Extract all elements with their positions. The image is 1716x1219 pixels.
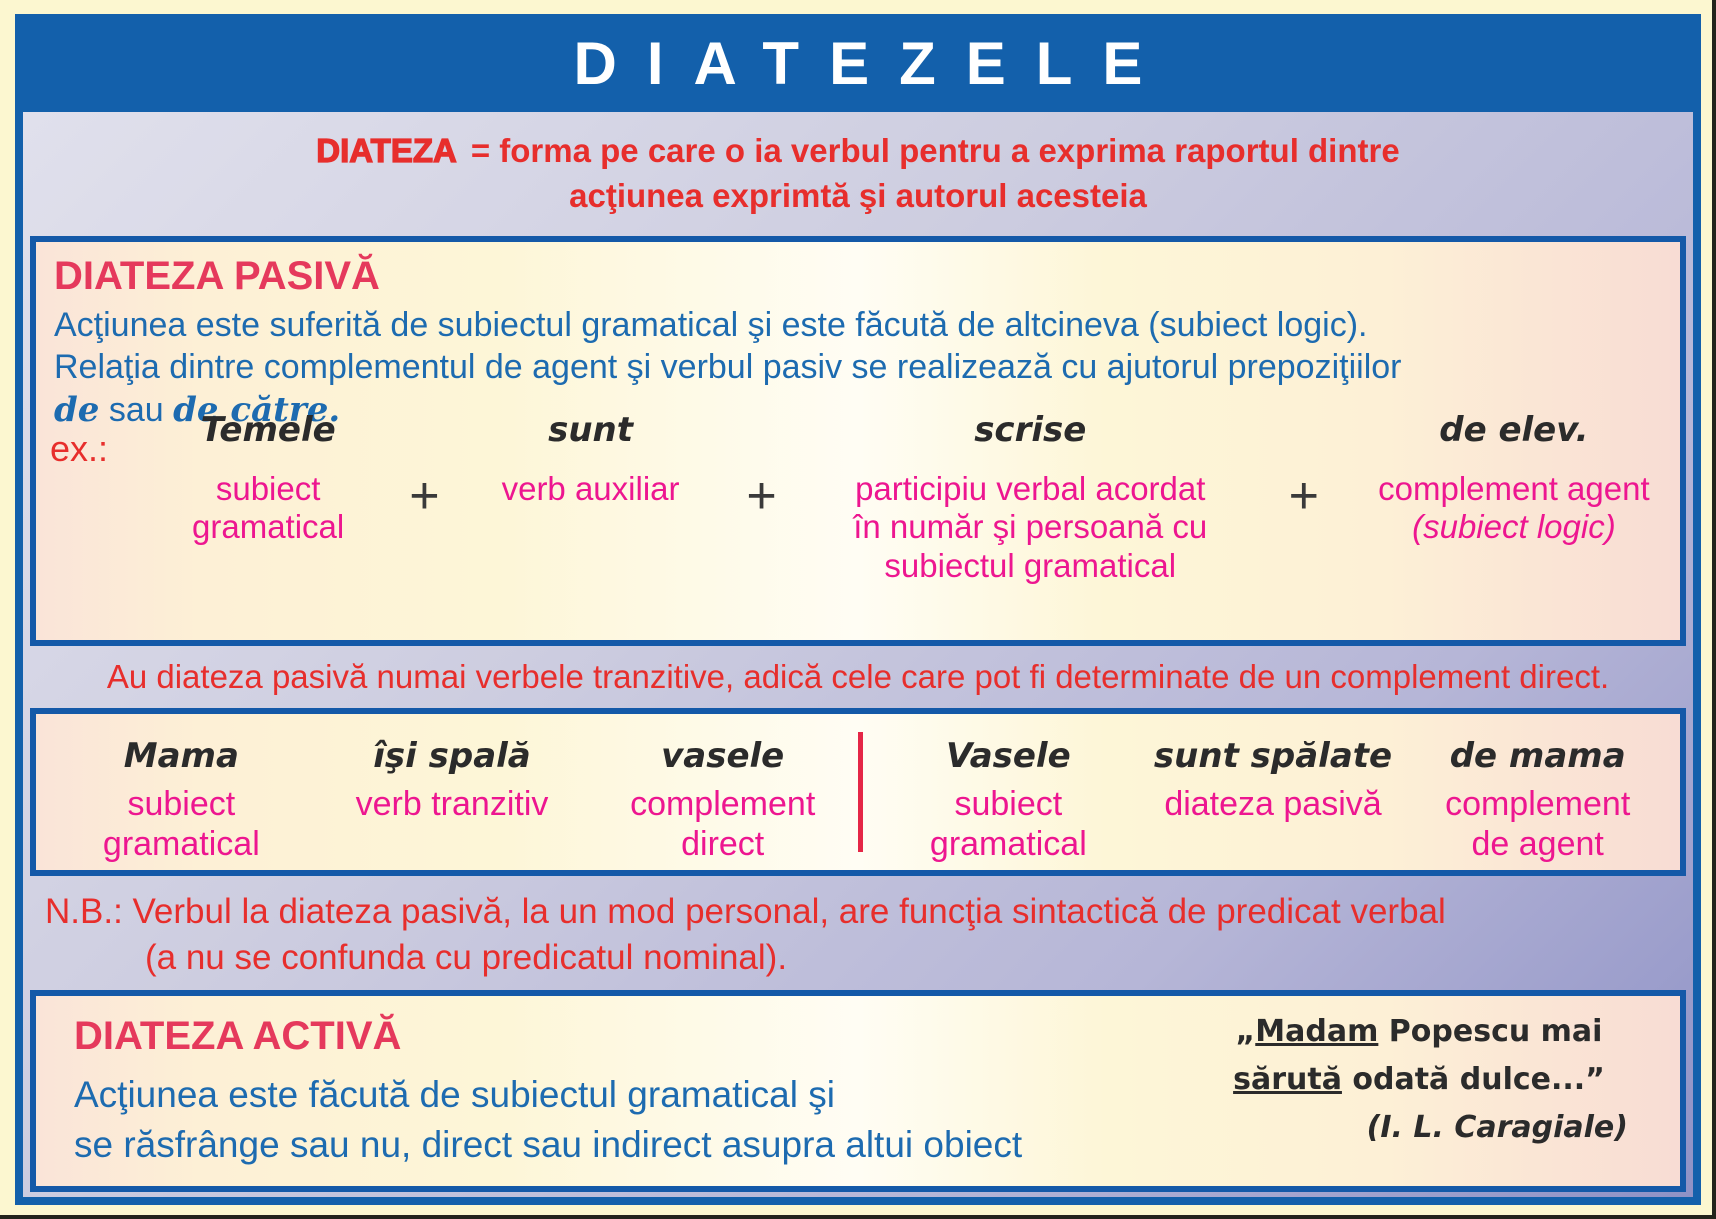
plus-sign: + [746, 467, 777, 525]
prep-de-catre: de către. [173, 390, 341, 430]
active-voice-box: DIATEZA ACTIVĂ Acţiunea este făcută de s… [30, 990, 1686, 1192]
passive-voice-box: DIATEZA PASIVĂ Acţiunea este suferită de… [30, 236, 1686, 646]
formula-word: de elev. [1439, 410, 1589, 450]
quote-text: Popescu mai [1378, 1014, 1603, 1049]
comparison-box: Mama subiect gramatical îşi spală verb tr… [30, 708, 1686, 876]
comparison-col: de mama complement de agent [1405, 736, 1670, 870]
nb-strip: N.B.: Verbul la diateza pasivă, la un mo… [23, 876, 1693, 990]
formula-label-line: (subiect logic) [1412, 508, 1616, 546]
label-line: de agent [1471, 825, 1604, 864]
word-label: subiect gramatical [103, 784, 260, 864]
formula-col-agent: de elev. complement agent (subiect logic… [1348, 404, 1680, 547]
word-label: diateza pasivă [1164, 785, 1382, 823]
passive-heading: DIATEZA PASIVĂ [54, 254, 380, 298]
quote-underlined-word: sărută [1233, 1062, 1342, 1097]
plus-sign: + [1288, 467, 1320, 525]
quote-open: „ [1235, 1014, 1256, 1049]
comparison-right: Vasele subiect gramatical sunt spălate di… [876, 714, 1670, 870]
label-line: complement [1445, 785, 1631, 823]
quote-text: odată dulce...” [1341, 1062, 1605, 1097]
formula-word: Temele [200, 410, 336, 450]
formula-label-line: participiu verbal acordat [855, 470, 1206, 507]
nb-line2: (a nu se confunda cu predicatul nominal)… [145, 938, 788, 977]
plus-sign: + [409, 467, 440, 525]
label-line: gramatical [102, 825, 260, 864]
formula-col-participle: scrise participiu verbal acordat în numă… [801, 404, 1260, 585]
sentence-word: de mama [1449, 736, 1626, 776]
word-label: subiect gramatical [930, 784, 1087, 864]
prep-sau: sau [108, 391, 164, 429]
label-line: gramatical [929, 825, 1087, 864]
blue-panel: DIATEZELE DIATEZA = forma pe care o ia ve… [15, 14, 1701, 1205]
passive-desc-line3: de sau de către. [54, 390, 340, 430]
formula-label-line: complement agent [1378, 470, 1650, 507]
definition-strip: DIATEZA = forma pe care o ia verbul pentr… [23, 112, 1693, 236]
definition-term: DIATEZA [316, 132, 458, 170]
formula-col-auxiliary: sunt verb auxiliar [459, 404, 723, 508]
quote-underlined-word: Madam [1255, 1014, 1379, 1049]
label-line: complement [630, 785, 816, 823]
active-desc-line1: Acţiunea este făcută de subiectul gramat… [74, 1074, 835, 1115]
comparison-col: vasele complement direct [587, 736, 858, 870]
sentence-word: îşi spală [373, 736, 531, 776]
quote-author: (I. L. Caragiale) [1366, 1110, 1628, 1145]
formula-label-line: subiect [215, 470, 321, 507]
red-divider [858, 732, 863, 852]
comparison-col: Mama subiect gramatical [46, 736, 317, 870]
formula-label-line: verb auxiliar [501, 470, 680, 507]
word-label: verb tranzitiv [355, 785, 549, 823]
passive-desc-line1: Acţiunea este suferită de subiectul gram… [54, 306, 1368, 344]
transitive-note-strip: Au diateza pasivă numai verbele tranziti… [106, 658, 1610, 695]
sentence-word: sunt spălate [1153, 736, 1393, 776]
formula-word: sunt [548, 410, 634, 450]
definition-line1-rest: = forma pe care o ia verbul pentru a exp… [470, 132, 1400, 170]
formula-label-line: gramatical [192, 508, 345, 546]
example-label: ex.: [50, 428, 109, 469]
formula-word: scrise [974, 410, 1087, 450]
comparison-col: îşi spală verb tranzitiv [317, 736, 588, 870]
comparison-col: Vasele subiect gramatical [876, 736, 1141, 870]
sentence-word: vasele [661, 736, 785, 776]
definition-line2: acţiunea exprimtă şi autorul acesteia [569, 177, 1147, 214]
nb-line1: N.B.: Verbul la diateza pasivă, la un mo… [45, 892, 1446, 931]
label-line: direct [681, 825, 765, 864]
formula-label-line: subiectul gramatical [884, 546, 1177, 584]
label-line: subiect [127, 785, 236, 823]
formula-col-subject: Temele subiect gramatical [146, 404, 390, 547]
passive-desc-line2: Relaţia dintre complementul de agent şi … [54, 348, 1402, 386]
poster-title: DIATEZELE [573, 29, 1173, 97]
content-area: DIATEZA = forma pe care o ia verbul pentr… [23, 112, 1693, 1197]
word-label: complement de agent [1445, 784, 1630, 864]
caragiale-quote: „Madam Popescu mai sărută odată dulce...… [1204, 1008, 1634, 1152]
sentence-word: Vasele [946, 736, 1071, 776]
comparison-left: Mama subiect gramatical îşi spală verb tr… [46, 714, 858, 870]
label-line: subiect [954, 785, 1063, 823]
active-desc-line2: se răsfrânge sau nu, direct sau indirect… [74, 1124, 1023, 1165]
comparison-col: sunt spălate diateza pasivă [1141, 736, 1406, 870]
prep-de: de [54, 390, 100, 430]
word-label: complement direct [630, 784, 815, 864]
active-heading: DIATEZA ACTIVĂ [74, 1014, 402, 1058]
sentence-word: Mama [123, 736, 239, 776]
passive-formula: Temele subiect gramatical + sunt verb au… [36, 404, 1680, 585]
formula-label-line: în număr şi persoană cu [853, 508, 1208, 546]
definition-line1: DIATEZA = forma pe care o ia verbul pentr… [316, 129, 1400, 174]
